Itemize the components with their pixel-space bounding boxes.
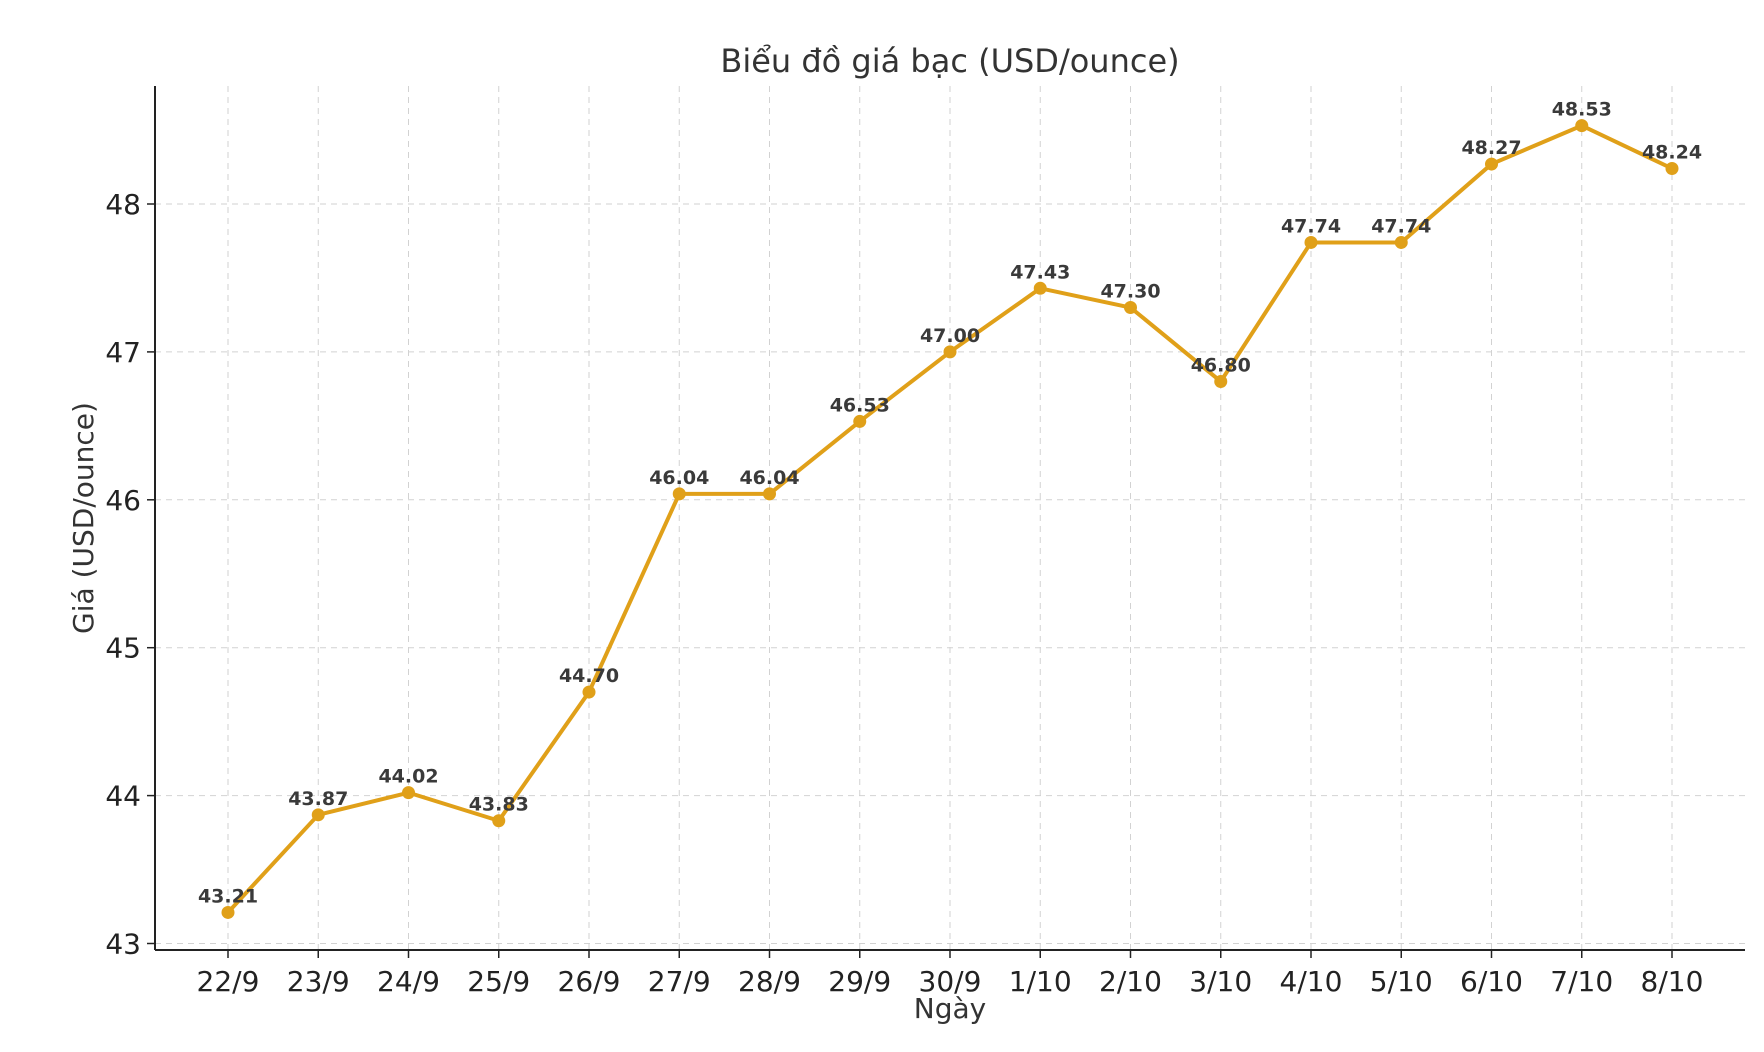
data-label: 48.24 (1642, 142, 1702, 164)
data-labels: 43.21 43.87 44.02 43.83 44.70 46.04 46.04 46.53… (198, 99, 1702, 908)
data-point (1214, 374, 1228, 388)
data-label: 46.80 (1191, 354, 1251, 376)
x-tick-label: 24/9 (377, 965, 440, 998)
data-point (1394, 235, 1408, 249)
x-tick-label: 7/10 (1550, 965, 1613, 998)
grid-lines (155, 86, 1745, 950)
x-tick-label: 23/9 (287, 965, 350, 998)
x-tick-label: 1/10 (1009, 965, 1072, 998)
data-label: 47.30 (1100, 281, 1160, 303)
data-label: 46.04 (649, 467, 709, 489)
x-tick-label: 28/9 (738, 965, 801, 998)
data-point (943, 345, 957, 359)
x-tick-label: 5/10 (1370, 965, 1433, 998)
data-point (1665, 162, 1679, 176)
data-label: 46.53 (830, 394, 890, 416)
data-label: 48.27 (1461, 137, 1521, 159)
data-point (402, 786, 415, 800)
x-tick-label: 8/10 (1641, 965, 1704, 998)
data-point (853, 414, 867, 428)
data-point (221, 905, 235, 919)
y-tick-label: 47 (105, 336, 141, 369)
data-label: 47.00 (920, 325, 980, 347)
data-label: 43.83 (469, 794, 529, 816)
data-label: 47.74 (1371, 215, 1431, 237)
x-tick-label: 25/9 (467, 965, 530, 998)
data-label: 48.53 (1552, 99, 1612, 121)
data-point (492, 814, 506, 828)
y-axis-label: Giá (USD/ounce) (67, 402, 100, 634)
data-point (311, 808, 325, 822)
x-tick-label: 4/10 (1280, 965, 1343, 998)
chart-title: Biểu đồ giá bạc (USD/ounce) (720, 42, 1179, 80)
y-tick-label: 44 (105, 780, 141, 813)
data-point (582, 685, 596, 699)
data-label: 43.21 (198, 885, 258, 907)
data-label: 47.43 (1010, 261, 1070, 283)
x-tick-label: 3/10 (1189, 965, 1252, 998)
data-label: 46.04 (739, 467, 799, 489)
y-tick-label: 48 (105, 188, 141, 221)
x-tick-label: 26/9 (558, 965, 621, 998)
data-point (1575, 119, 1589, 133)
data-point (1485, 157, 1498, 171)
data-point (672, 487, 686, 501)
x-tick-label: 27/9 (648, 965, 711, 998)
x-tick-label: 29/9 (828, 965, 891, 998)
x-tick-label: 6/10 (1460, 965, 1523, 998)
data-label: 44.70 (559, 665, 619, 687)
x-tick-label: 30/9 (919, 965, 982, 998)
data-point (1304, 235, 1318, 249)
data-point (1033, 281, 1047, 295)
data-label: 44.02 (378, 766, 438, 788)
data-label: 47.74 (1281, 215, 1341, 237)
data-point (1124, 301, 1137, 315)
y-tick-label: 43 (105, 928, 141, 961)
y-tick-label: 45 (105, 632, 141, 665)
x-tick-label: 22/9 (197, 965, 260, 998)
axis-ticks: 43 44 45 46 47 48 22/9 23/9 24/9 25/9 26/9 27/9 28/9… (105, 188, 1703, 998)
x-axis-label: Ngày (914, 992, 986, 1025)
x-tick-label: 2/10 (1099, 965, 1162, 998)
y-tick-label: 46 (105, 484, 141, 517)
data-points (221, 119, 1679, 919)
data-point (763, 487, 776, 501)
data-label: 43.87 (288, 788, 348, 810)
